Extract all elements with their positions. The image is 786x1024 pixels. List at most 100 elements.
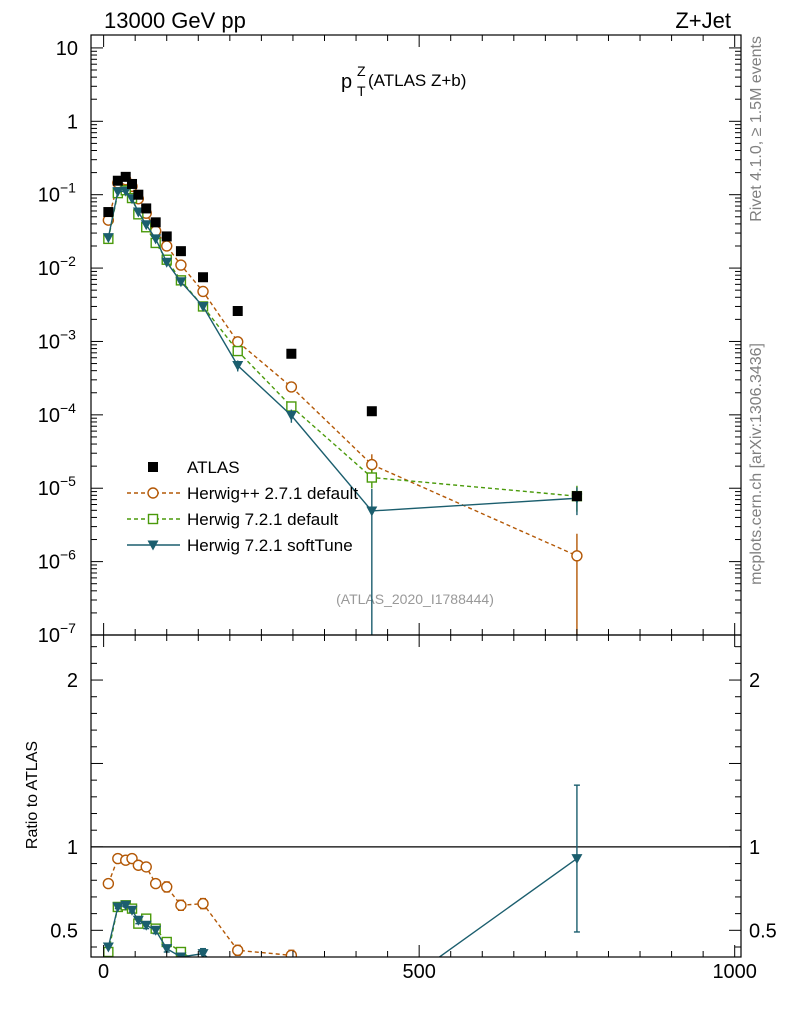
legend-marker (147, 513, 159, 525)
rivet-version-label: Rivet 4.1.0, ≥ 1.5M events (748, 36, 765, 222)
data-point (141, 203, 152, 214)
ratio-data-point (233, 963, 242, 972)
data-point (103, 207, 114, 218)
data-point (161, 257, 173, 268)
series-herwig-7-2-1-default (103, 185, 583, 512)
header-left-label: 13000 GeV pp (104, 8, 246, 33)
data-point (132, 207, 144, 218)
x-tick-label: 500 (402, 961, 435, 983)
legend-label: Herwig 7.2.1 softTune (187, 536, 353, 555)
series-herwig-2-7-1-default (102, 174, 583, 635)
main-y-tick-exponent: −5 (60, 473, 76, 489)
data-point (133, 189, 144, 200)
data-point (161, 231, 172, 242)
ratio-data-point (161, 944, 173, 955)
data-point (175, 277, 187, 288)
series-line-herwig-7-2-1-default (107, 189, 577, 497)
analysis-id-label: (ATLAS_2020_I1788444) (336, 591, 494, 607)
main-series-group (102, 171, 583, 635)
ratio-data-point (197, 949, 209, 957)
main-y-tick-exponent: −6 (60, 547, 76, 563)
series-line-herwig-2-7-1-default (107, 178, 578, 557)
data-point (112, 175, 123, 186)
x-tick-label: 0 (98, 961, 109, 983)
data-point (150, 234, 162, 245)
legend-label: Herwig++ 2.7.1 default (187, 484, 358, 503)
ratio-data-point (232, 979, 243, 989)
ratio-data-point (571, 854, 583, 865)
ratio-data-point (149, 877, 162, 890)
series-atlas (103, 171, 582, 502)
data-point (127, 178, 138, 189)
legend-marker (147, 487, 159, 499)
ratio-panel-frame (90, 634, 742, 958)
data-point (366, 472, 378, 483)
ratio-data-point (140, 920, 152, 931)
main-y-tick-label: 10 (38, 478, 60, 500)
series-herwig-7-2-1-softtune (102, 186, 583, 635)
ratio-data-point (367, 989, 376, 998)
ratio-data-point (367, 977, 377, 987)
header-right-label: Z+Jet (675, 8, 731, 33)
ratio-data-point (197, 897, 209, 910)
legend: ATLAS Herwig++ 2.7.1 default Herwig 7.2.1 … (127, 458, 358, 555)
series-line-herwig-7-2-1-softtune (107, 190, 577, 512)
legend-entry-herwig-7-2-1-default: Herwig 7.2.1 default (127, 510, 338, 529)
ratio-y-tick-label-right: 2 (749, 670, 760, 692)
main-y-tick-label: 10 (56, 38, 78, 60)
data-point (120, 186, 132, 197)
ratio-y-axis-label: Ratio to ATLAS (24, 741, 41, 849)
data-point (571, 550, 583, 562)
main-y-tick-label: 10 (38, 331, 60, 353)
data-point (232, 345, 243, 357)
legend-label: Herwig 7.2.1 default (187, 510, 338, 529)
data-point (232, 306, 243, 317)
ratio-data-point (120, 900, 132, 911)
ratio-y-tick-label-right: 1 (749, 837, 760, 859)
ratio-series-herwig-2-7-1-default (102, 852, 377, 987)
data-point (140, 220, 152, 231)
main-y-tick-exponent: −3 (60, 326, 76, 342)
main-y-tick-label: 10 (38, 405, 60, 427)
ratio-data-point (102, 942, 114, 953)
ratio-data-point (199, 961, 208, 970)
legend-entry-herwig-7-2-1-softtune: Herwig 7.2.1 softTune (127, 536, 353, 555)
ratio-panel: 0.5 0.5 1 1 2 2 0 500 1000 (50, 634, 777, 998)
x-tick-label: 1000 (712, 961, 757, 983)
ratio-data-point (150, 925, 162, 936)
legend-entry-herwig-2-7-1-default: Herwig++ 2.7.1 default (127, 484, 358, 503)
main-y-tick-exponent: −2 (60, 253, 76, 269)
ratio-data-point (102, 877, 115, 890)
legend-marker (148, 462, 158, 472)
legend-marker (147, 540, 159, 551)
main-y-tick-exponent: −1 (60, 180, 76, 196)
data-point (366, 458, 378, 471)
data-point (286, 348, 297, 359)
data-point (102, 233, 114, 244)
ratio-data-point (286, 984, 297, 994)
main-y-tick-label: 10 (38, 258, 60, 280)
ratio-series-herwig-7-2-1-softtune (102, 784, 583, 994)
data-point (285, 410, 297, 421)
ratio-data-point (287, 978, 296, 987)
data-point (285, 381, 298, 393)
main-y-tick-label: 10 (38, 185, 60, 207)
plot-title-main: p (341, 71, 352, 93)
main-y-tick-label: 1 (67, 111, 78, 133)
data-point (175, 246, 186, 257)
plot-title-rest: (ATLAS Z+b) (368, 71, 466, 90)
data-point (366, 406, 377, 417)
ratio-data-point (132, 915, 144, 926)
data-point (232, 361, 244, 372)
ratio-y-tick-label: 2 (67, 670, 78, 692)
ratio-y-tick-label-right: 0.5 (749, 920, 777, 942)
data-point (197, 301, 209, 312)
legend-label: ATLAS (187, 458, 240, 477)
data-point (175, 259, 187, 271)
legend-entry-atlas: ATLAS (148, 458, 240, 477)
main-y-tick-exponent: −7 (60, 620, 76, 636)
ratio-data-point (175, 952, 187, 957)
main-y-tick-label: 10 (38, 552, 60, 574)
